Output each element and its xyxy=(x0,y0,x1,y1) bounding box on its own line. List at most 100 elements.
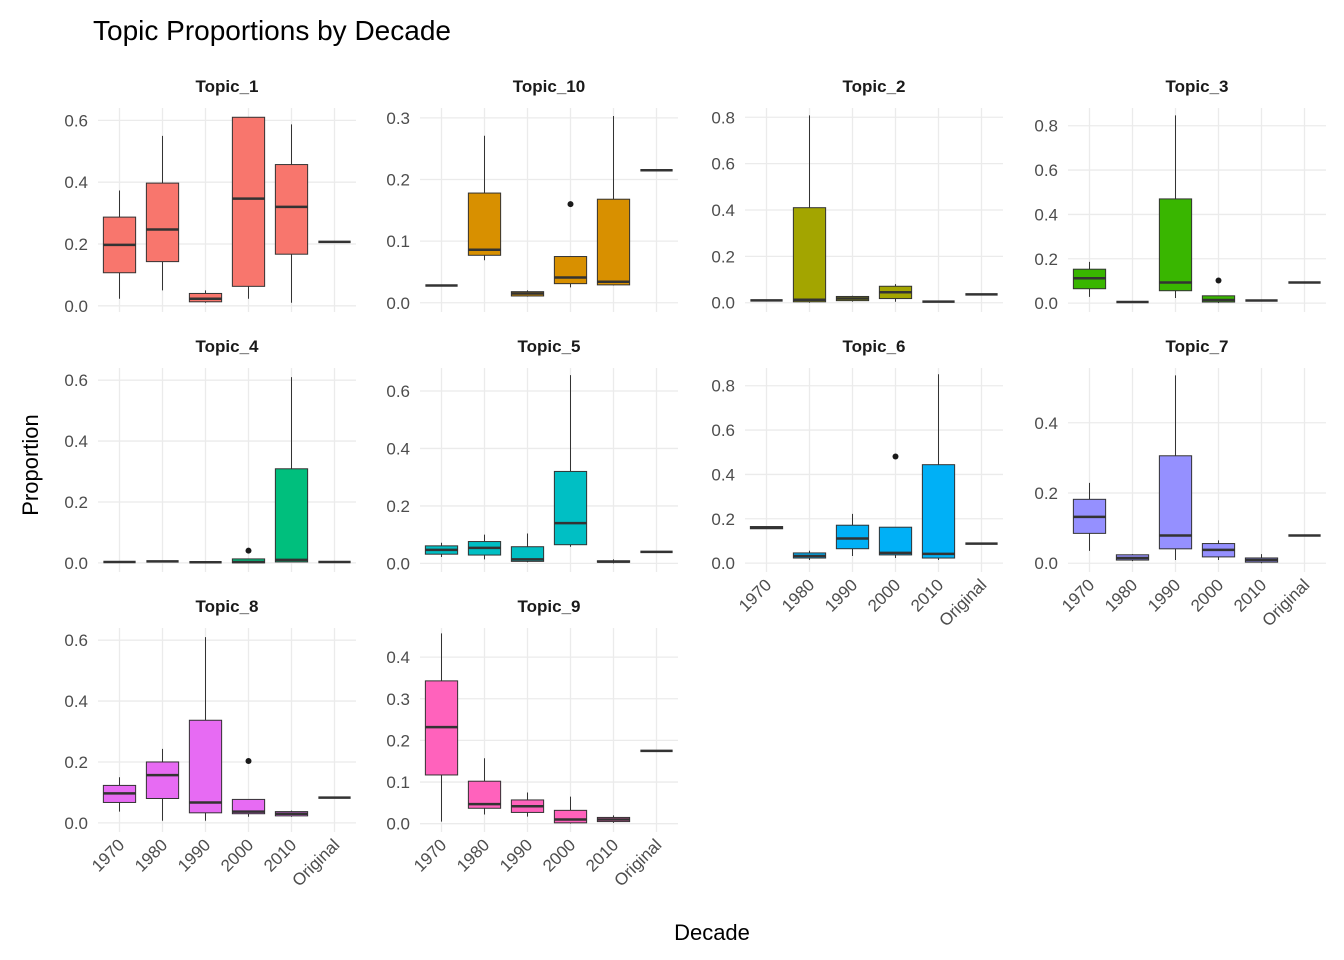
box xyxy=(835,524,870,550)
y-tick-label: 0.0 xyxy=(386,294,410,313)
box xyxy=(188,719,223,814)
x-tick-label: 1970 xyxy=(735,575,775,615)
x-tick-label: 2010 xyxy=(907,575,947,615)
x-tick-label: 1990 xyxy=(821,575,861,615)
box xyxy=(553,256,588,285)
y-tick-label: 0.2 xyxy=(386,170,410,189)
x-tick-label: 2000 xyxy=(539,835,579,875)
y-tick-label: 0.0 xyxy=(386,815,410,834)
y-tick-label: 0.8 xyxy=(711,108,735,127)
box xyxy=(145,182,180,263)
y-tick-label: 0.1 xyxy=(386,232,410,251)
panel-title: Topic_2 xyxy=(843,77,906,96)
x-tick-label: 2000 xyxy=(217,835,257,875)
outlier xyxy=(892,453,899,460)
y-tick-label: 0.6 xyxy=(64,111,88,130)
y-tick-label: 0.0 xyxy=(64,554,88,573)
x-tick-label: 1970 xyxy=(88,835,128,875)
y-tick-label: 0.0 xyxy=(1034,294,1058,313)
x-tick-label: Original xyxy=(935,575,990,630)
outlier xyxy=(567,201,574,208)
y-tick-label: 0.8 xyxy=(711,377,735,396)
box xyxy=(553,809,588,824)
y-tick-label: 0.0 xyxy=(711,554,735,573)
y-tick-label: 0.1 xyxy=(386,773,410,792)
box xyxy=(921,464,956,559)
x-tick-label: Original xyxy=(610,835,665,890)
outlier xyxy=(245,547,252,554)
y-tick-label: 0.4 xyxy=(711,465,735,484)
box xyxy=(510,546,545,562)
x-tick-label: 1990 xyxy=(496,835,536,875)
y-tick-label: 0.0 xyxy=(64,814,88,833)
panel-title: Topic_9 xyxy=(518,597,581,616)
y-tick-label: 0.0 xyxy=(1034,554,1058,573)
y-tick-label: 0.8 xyxy=(1034,117,1058,136)
x-tick-label: 1970 xyxy=(410,835,450,875)
box xyxy=(231,116,266,287)
outlier xyxy=(1215,277,1222,284)
y-tick-label: 0.2 xyxy=(386,497,410,516)
y-tick-label: 0.3 xyxy=(386,690,410,709)
y-tick-label: 0.0 xyxy=(64,297,88,316)
x-tick-label: 2010 xyxy=(260,835,300,875)
y-tick-label: 0.2 xyxy=(386,731,410,750)
box xyxy=(274,468,309,563)
panel-title: Topic_5 xyxy=(518,337,581,356)
box xyxy=(1158,198,1193,292)
y-tick-label: 0.4 xyxy=(711,201,735,220)
box xyxy=(553,470,588,546)
panel-title: Topic_8 xyxy=(196,597,259,616)
y-tick-label: 0.4 xyxy=(1034,205,1058,224)
y-tick-label: 0.4 xyxy=(64,432,88,451)
x-tick-label: 2010 xyxy=(582,835,622,875)
y-tick-label: 0.6 xyxy=(1034,161,1058,180)
y-tick-label: 0.4 xyxy=(386,648,410,667)
x-tick-label: 1980 xyxy=(131,835,171,875)
x-tick-label: 2010 xyxy=(1230,575,1270,615)
y-tick-label: 0.6 xyxy=(711,155,735,174)
panel-title: Topic_1 xyxy=(196,77,259,96)
x-tick-label: 1990 xyxy=(174,835,214,875)
y-tick-label: 0.0 xyxy=(386,554,410,573)
x-tick-label: Original xyxy=(1258,575,1313,630)
y-tick-label: 0.2 xyxy=(1034,250,1058,269)
y-tick-label: 0.6 xyxy=(64,631,88,650)
outlier xyxy=(245,758,252,765)
box xyxy=(1158,455,1193,550)
y-tick-label: 0.2 xyxy=(64,235,88,254)
x-tick-label: 2000 xyxy=(1187,575,1227,615)
y-tick-label: 0.2 xyxy=(711,510,735,529)
y-tick-label: 0.4 xyxy=(64,173,88,192)
box xyxy=(878,526,913,556)
box xyxy=(596,198,631,286)
y-tick-label: 0.6 xyxy=(64,371,88,390)
y-axis-label: Proportion xyxy=(18,414,43,516)
x-tick-label: 1990 xyxy=(1144,575,1184,615)
box xyxy=(792,207,827,303)
x-tick-label: Original xyxy=(288,835,343,890)
box xyxy=(467,192,502,256)
x-tick-label: 1980 xyxy=(1101,575,1141,615)
panel-title: Topic_6 xyxy=(843,337,906,356)
box xyxy=(231,798,266,815)
chart-title: Topic Proportions by Decade xyxy=(93,15,451,46)
panel-title: Topic_3 xyxy=(1166,77,1229,96)
y-tick-label: 0.2 xyxy=(64,493,88,512)
y-tick-label: 0.6 xyxy=(711,421,735,440)
panel-title: Topic_10 xyxy=(513,77,585,96)
y-tick-label: 0.2 xyxy=(1034,484,1058,503)
y-tick-label: 0.3 xyxy=(386,109,410,128)
panel-title: Topic_7 xyxy=(1166,337,1229,356)
x-tick-label: 1980 xyxy=(778,575,818,615)
panel-title: Topic_4 xyxy=(196,337,260,356)
x-tick-label: 2000 xyxy=(864,575,904,615)
y-tick-label: 0.6 xyxy=(386,382,410,401)
y-tick-label: 0.4 xyxy=(1034,414,1058,433)
y-tick-label: 0.2 xyxy=(711,247,735,266)
box xyxy=(274,164,309,255)
x-tick-label: 1980 xyxy=(453,835,493,875)
y-tick-label: 0.4 xyxy=(64,692,88,711)
y-tick-label: 0.2 xyxy=(64,753,88,772)
